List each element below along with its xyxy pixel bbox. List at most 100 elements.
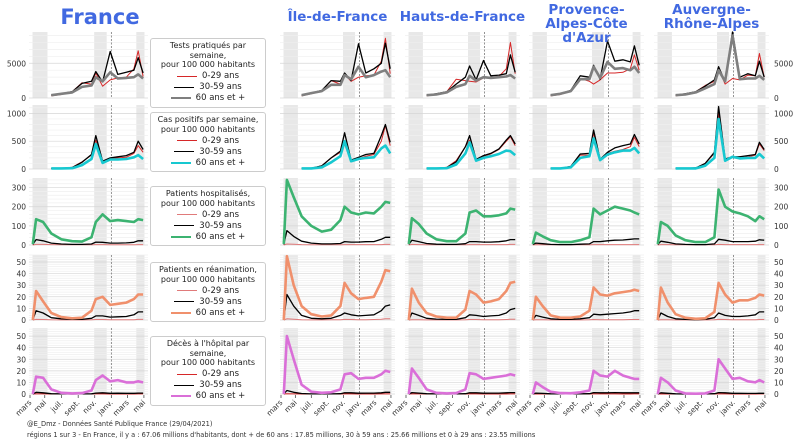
lockdown-shade [32, 178, 48, 245]
x-tick-label: sept. [436, 398, 456, 418]
lockdown-shade [136, 105, 145, 169]
y-tick-label: 300 [774, 184, 789, 193]
lockdown-shade [757, 178, 766, 245]
y-tick-label: 500 [12, 137, 27, 146]
x-tick-label: nov. [704, 398, 721, 415]
y-tick-label: 0 [21, 165, 26, 174]
x-tick-label: sept. [311, 398, 331, 418]
y-tick-label: 50 [774, 332, 784, 341]
series-line-30-59-ans [657, 391, 765, 395]
lockdown-shade [468, 328, 481, 394]
series-line-60-ans-et- [531, 369, 640, 395]
legend-label: 60 ans et + [195, 93, 246, 104]
lockdown-shade [408, 105, 423, 169]
lockdown-shade [508, 178, 517, 245]
y-tick-label: 0 [21, 316, 26, 325]
y-tick-label: 20 [16, 293, 26, 302]
series-line-30-59-ans [408, 238, 516, 246]
legend-title: Cas positifs par semaine, pour 100 000 h… [157, 115, 259, 134]
y-tick-label: 0 [774, 94, 779, 103]
x-tick-label: nov. [81, 398, 98, 415]
series-line-60-ans-et- [31, 289, 144, 321]
legend-swatch [170, 161, 191, 164]
series-line-30-59-ans [532, 310, 640, 321]
legend-label: 0-29 ans [201, 285, 240, 296]
series-line-30-59-ans [532, 391, 640, 395]
lockdown-shade [592, 105, 605, 169]
panel-cases [405, 105, 520, 170]
lockdown-shade [408, 178, 423, 245]
series-line-60-ans-et- [675, 117, 766, 170]
lockdown-shade [532, 32, 547, 98]
series-line-60-ans-et- [407, 207, 516, 245]
lockdown-shade [468, 32, 481, 98]
legend-item: 60 ans et + [151, 391, 265, 402]
series-line-60-ans-et- [31, 374, 144, 395]
y-tick-label: 50 [774, 258, 784, 267]
series-line-60-ans-et- [51, 142, 144, 170]
lockdown-shade [508, 328, 517, 394]
panel-rea [405, 254, 520, 321]
legend-swatch [176, 75, 197, 77]
x-tick-label: mai [282, 398, 298, 414]
lockdown-shade [592, 328, 605, 394]
panel-hosp [405, 178, 520, 246]
legend-swatch [170, 395, 191, 398]
region-title: Île-de-France [287, 9, 388, 25]
legend-swatch [174, 86, 195, 88]
y-tick-label: 0 [774, 316, 779, 325]
lockdown-shade [757, 105, 766, 169]
legend-swatch [170, 235, 191, 238]
x-tick-label: mars [608, 398, 628, 418]
legend-swatch [174, 225, 195, 227]
panel-tests: 0 5000 [654, 31, 793, 103]
lockdown-shade [343, 328, 356, 394]
series-line-60-ans-et- [407, 280, 516, 321]
legend-swatch [176, 290, 197, 292]
lockdown-shade [508, 105, 517, 169]
legend-swatch [174, 151, 195, 153]
lockdown-shade [32, 105, 48, 169]
lockdown-shade [94, 105, 107, 169]
series-line-60-ans-et- [656, 357, 765, 396]
panel-cases: 0 500 1000 [7, 105, 148, 174]
legend-item: 0-29 ans [151, 209, 265, 220]
y-tick-label: 100 [774, 222, 789, 231]
x-tick-label: mars [484, 398, 504, 418]
series-line-60-ans-et- [656, 281, 765, 321]
y-tick-label: 30 [774, 281, 784, 290]
y-tick-label: 30 [16, 355, 26, 364]
x-tick-label: sept. [560, 398, 580, 418]
series-line-30-59-ans [532, 238, 640, 246]
series-line-0-29-ans [283, 318, 391, 321]
series-line-60-ans-et- [282, 178, 391, 245]
lockdown-shade [383, 105, 392, 169]
panel-rea: 0 10 20 30 40 50 [16, 254, 148, 325]
lockdown-shade [343, 105, 356, 169]
series-line-30-59-ans [283, 293, 391, 321]
panel-rea [529, 254, 644, 321]
lockdown-shade [757, 328, 766, 394]
legend-item: 0-29 ans [151, 71, 265, 82]
legend-swatch [176, 214, 197, 216]
legend-label: 30-59 ans [199, 146, 242, 157]
lockdown-shade [592, 32, 605, 98]
lockdown-shade [283, 32, 298, 98]
legend-cases: Cas positifs par semaine, pour 100 000 h… [150, 112, 266, 173]
series-line-60-ans-et- [531, 286, 640, 321]
y-tick-label: 10 [16, 304, 26, 313]
series-line-30-59-ans [32, 391, 144, 395]
series-line-60-ans-et- [550, 137, 641, 170]
panel-cases [529, 105, 644, 170]
region-title: Auvergne- Rhône-Alpes [663, 2, 760, 33]
legend-label: 0-29 ans [201, 135, 240, 146]
lockdown-shade [136, 328, 145, 394]
series-line-30-59-ans [32, 238, 144, 246]
lockdown-shade [94, 32, 107, 98]
lockdown-shade [632, 105, 641, 169]
lockdown-shade [632, 32, 641, 98]
